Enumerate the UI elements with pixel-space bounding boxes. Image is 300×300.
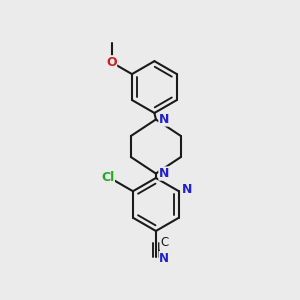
- Text: N: N: [159, 252, 169, 265]
- Text: N: N: [182, 183, 192, 196]
- Text: Cl: Cl: [101, 171, 114, 184]
- Text: O: O: [106, 56, 117, 69]
- Text: N: N: [159, 167, 169, 180]
- Text: N: N: [159, 113, 169, 126]
- Text: C: C: [160, 236, 168, 249]
